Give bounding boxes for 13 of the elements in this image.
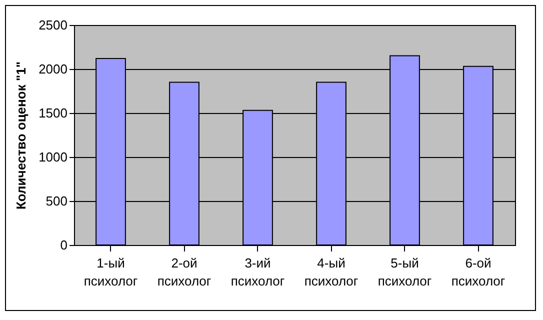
y-tick-label: 500 [46, 194, 68, 208]
y-tick-label: 2500 [38, 18, 68, 32]
y-tick-label: 1000 [38, 150, 68, 164]
x-tick-label: 1-ый психолог [84, 256, 138, 288]
x-tick-label: 4-ый психолог [304, 256, 358, 288]
y-tick-label: 0 [60, 238, 68, 252]
x-tick-label: 3-ий психолог [230, 256, 285, 288]
x-tick-label: 6-ой психолог [451, 256, 506, 288]
x-tick-label: 5-ый психолог [378, 256, 432, 288]
y-axis-title: Количество оценок "1" [14, 61, 29, 210]
y-tick-label: 2000 [38, 62, 68, 76]
x-tick-label: 2-ой психолог [157, 256, 212, 288]
y-tick-label: 1500 [38, 106, 68, 120]
